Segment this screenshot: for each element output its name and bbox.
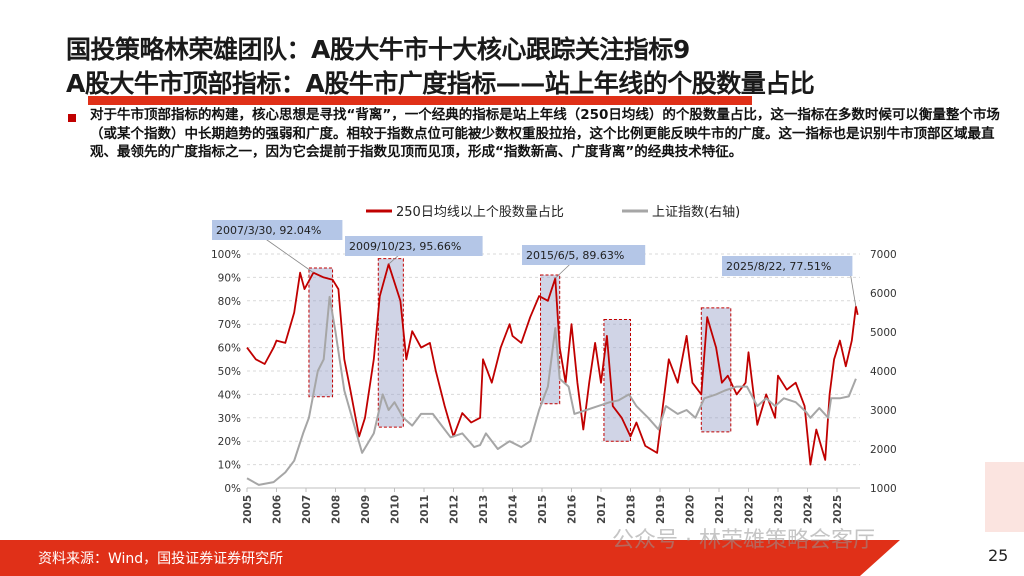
y-left-tick-label: 70% <box>218 319 241 331</box>
annotation-leader <box>850 273 857 307</box>
x-tick-label: 2016 <box>567 495 579 524</box>
annotation-box <box>722 256 853 276</box>
x-tick-label: 2009 <box>360 495 372 524</box>
x-tick-label: 2019 <box>655 495 667 524</box>
annotation-box <box>212 220 343 240</box>
x-tick-label: 2006 <box>272 495 284 524</box>
bullet-marker <box>68 114 76 122</box>
x-tick-label: 2018 <box>626 495 638 524</box>
x-tick-label: 2025 <box>832 495 844 524</box>
x-tick-label: 2011 <box>419 495 431 524</box>
annotation-box <box>345 236 483 256</box>
x-tick-label: 2021 <box>714 495 726 524</box>
annotation-label: 2015/6/5, 89.63% <box>526 249 624 262</box>
y-left-tick-label: 80% <box>218 296 241 308</box>
x-tick-label: 2015 <box>537 495 549 524</box>
x-tick-label: 2005 <box>242 495 254 524</box>
annotation-leader <box>263 237 314 273</box>
y-left-tick-label: 0% <box>224 483 241 495</box>
y-left-tick-label: 90% <box>218 272 241 284</box>
y-right-tick-label: 1000 <box>870 483 897 495</box>
x-tick-label: 2023 <box>773 495 785 524</box>
x-tick-label: 2012 <box>449 495 461 524</box>
annotation-leader <box>554 262 572 279</box>
y-right-tick-label: 5000 <box>870 327 897 339</box>
body-paragraph: 对于牛市顶部指标的构建，核心思想是寻找“背离”，一个经典的指标是站上年线（250… <box>90 107 1000 160</box>
x-tick-label: 2007 <box>301 495 313 524</box>
x-tick-label: 2008 <box>331 495 343 524</box>
source-note: 资料来源：Wind，国投证券证券研究所 <box>38 551 284 567</box>
legend-label: 250日均线以上个股数量占比 <box>396 205 564 220</box>
y-right-tick-label: 2000 <box>870 444 897 456</box>
x-tick-label: 2013 <box>478 495 490 524</box>
title-underline <box>88 96 752 105</box>
x-tick-label: 2010 <box>390 495 402 524</box>
annotation-box <box>522 245 646 265</box>
y-left-tick-label: 40% <box>218 389 241 401</box>
series-line-breadth <box>246 263 859 466</box>
y-left-tick-label: 60% <box>218 343 241 355</box>
y-left-tick-label: 100% <box>211 249 241 261</box>
y-right-tick-label: 6000 <box>870 288 897 300</box>
page-number: 25 <box>988 546 1009 565</box>
series-line-index <box>246 295 857 486</box>
x-tick-label: 2017 <box>596 495 608 524</box>
y-right-tick-label: 4000 <box>870 366 897 378</box>
y-left-tick-label: 30% <box>218 413 241 425</box>
highlight-period-box <box>603 319 632 442</box>
highlight-period-box <box>377 258 404 428</box>
y-right-tick-label: 7000 <box>870 249 897 261</box>
x-tick-label: 2014 <box>508 495 520 524</box>
slide-title-line1: 国投策略林荣雄团队：A股大牛市十大核心跟踪关注指标9 <box>66 35 690 64</box>
y-right-tick-label: 3000 <box>870 405 897 417</box>
highlight-period-box <box>540 274 561 405</box>
highlight-period-box <box>308 267 334 398</box>
y-left-tick-label: 50% <box>218 366 241 378</box>
y-left-tick-label: 20% <box>218 436 241 448</box>
watermark: 公众号 · 林荣雄策略会客厅 <box>612 528 875 553</box>
annotation-label: 2025/8/22, 77.51% <box>726 260 831 273</box>
annotation-label: 2007/3/30, 92.04% <box>216 224 321 237</box>
annotation-label: 2009/10/23, 95.66% <box>349 240 461 253</box>
y-left-tick-label: 10% <box>218 460 241 472</box>
slide-title-line2: A股大牛市顶部指标：A股牛市广度指标——站上年线的个股数量占比 <box>66 69 815 98</box>
x-tick-label: 2022 <box>744 495 756 524</box>
x-tick-label: 2020 <box>685 495 697 524</box>
legend-label: 上证指数(右轴) <box>652 205 740 220</box>
x-tick-label: 2024 <box>803 495 815 524</box>
